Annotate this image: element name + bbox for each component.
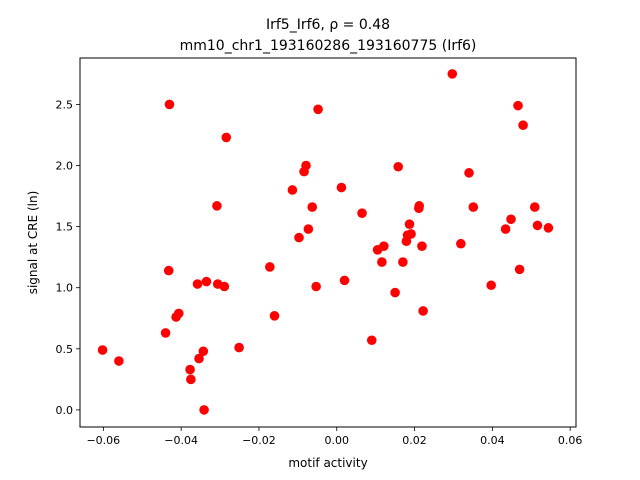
data-point [543,223,554,233]
data-point [417,241,427,251]
y-tick-label: 0.5 [56,343,74,356]
y-tick-label: 2.0 [56,160,74,173]
data-point [307,202,318,212]
data-point [377,257,387,267]
data-point [456,238,466,249]
data-point [114,356,124,366]
data-point [336,182,347,193]
data-point [468,202,479,212]
data-point [198,346,209,357]
data-point [486,280,496,291]
data-point [506,214,516,225]
data-point [529,202,540,212]
data-point [414,201,425,211]
data-point [199,405,209,415]
data-point [447,69,458,79]
data-point [219,281,230,292]
x-axis: −0.06 −0.04 −0.02 0.00 0.02 0.04 0.06 [86,427,582,447]
data-point [234,342,244,353]
data-point [313,104,323,115]
data-point [339,275,350,286]
data-point [390,287,400,298]
data-point [518,120,528,130]
data-point [301,160,311,171]
x-tick-label: −0.06 [86,434,120,447]
data-point [311,281,321,292]
y-tick-label: 1.0 [56,282,74,295]
data-point [287,185,298,195]
data-point [532,220,543,231]
x-tick-label: 0.02 [402,434,427,447]
x-tick-label: 0.00 [325,434,350,447]
data-point [418,306,428,316]
x-tick-label: −0.02 [242,434,276,447]
data-point [185,364,195,375]
data-point [464,168,474,178]
data-point [379,241,389,251]
y-axis-label: signal at CRE (ln) [26,191,40,295]
data-point [212,201,222,211]
x-tick-label: −0.04 [164,434,198,447]
data-point [265,262,275,272]
y-tick-label: 2.5 [56,98,74,111]
y-axis: 0.0 0.5 1.0 1.5 2.0 2.5 [56,98,80,417]
data-point [174,308,184,319]
data-point [192,279,203,289]
data-points-group [97,69,554,415]
data-point [221,132,232,143]
x-tick-label: 0.06 [558,434,583,447]
data-point [406,229,416,239]
plot-area [79,57,577,428]
data-point [398,257,408,267]
data-point [164,99,175,110]
data-point [393,161,404,172]
x-axis-label: motif activity [288,456,367,470]
data-point [404,219,415,229]
data-point [294,232,304,243]
x-tick-label: 0.04 [480,434,505,447]
data-point [163,265,174,276]
y-tick-label: 0.0 [56,404,74,417]
data-point [194,353,204,364]
data-point [186,374,196,385]
data-point [97,345,108,355]
data-point [201,276,212,287]
data-point [500,224,511,234]
data-point [366,335,377,346]
data-point [514,264,525,275]
data-point [303,224,314,234]
data-point [513,100,523,111]
chart-title-line1: Irf5_Irf6, ρ = 0.48 [266,17,390,33]
data-point [357,208,367,218]
data-point [269,311,280,321]
chart-title-line2: mm10_chr1_193160286_193160775 (Irf6) [180,38,477,54]
data-point [160,328,171,338]
y-tick-label: 1.5 [56,221,74,234]
